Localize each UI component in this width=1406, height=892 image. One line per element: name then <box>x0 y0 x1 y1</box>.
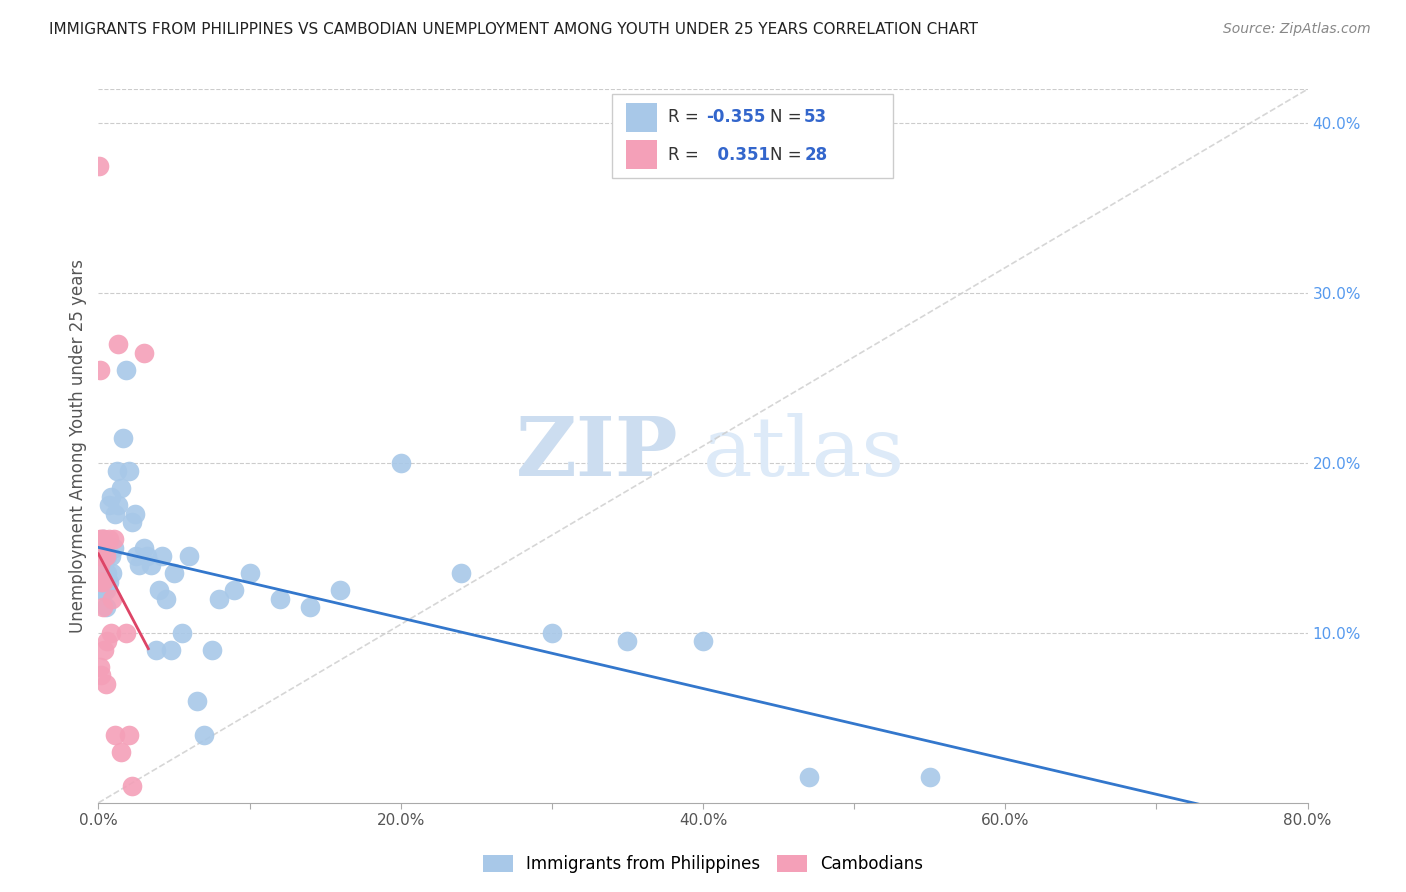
Point <box>150 549 173 564</box>
Point <box>103 533 125 547</box>
Point <box>170 626 193 640</box>
Point <box>540 626 562 640</box>
Point <box>239 566 262 581</box>
Text: 28: 28 <box>804 145 827 163</box>
Point <box>124 507 146 521</box>
Point <box>186 694 208 708</box>
Point <box>96 634 118 648</box>
Text: atlas: atlas <box>703 413 905 493</box>
Point <box>104 507 127 521</box>
Point <box>193 728 215 742</box>
Text: R =: R = <box>668 145 704 163</box>
Point <box>90 549 112 564</box>
Point <box>98 499 121 513</box>
Text: IMMIGRANTS FROM PHILIPPINES VS CAMBODIAN UNEMPLOYMENT AMONG YOUTH UNDER 25 YEARS: IMMIGRANTS FROM PHILIPPINES VS CAMBODIAN… <box>49 22 979 37</box>
Point <box>90 583 112 598</box>
Point <box>89 660 111 674</box>
Y-axis label: Unemployment Among Youth under 25 years: Unemployment Among Youth under 25 years <box>69 259 87 633</box>
Point <box>125 549 148 564</box>
Point <box>100 490 122 504</box>
Point <box>90 668 112 682</box>
Point <box>91 533 114 547</box>
Point <box>91 583 114 598</box>
Point <box>148 583 170 598</box>
Point <box>797 770 820 784</box>
Point <box>100 549 122 564</box>
Text: N =: N = <box>770 145 807 163</box>
Point <box>450 566 472 581</box>
Point <box>118 728 141 742</box>
Text: R =: R = <box>668 109 704 127</box>
Point <box>329 583 352 598</box>
Point <box>90 574 112 589</box>
Point <box>299 600 322 615</box>
Point <box>114 362 136 376</box>
Point <box>91 600 114 615</box>
Point <box>389 456 412 470</box>
Point <box>90 533 112 547</box>
Point <box>201 643 224 657</box>
Point <box>89 566 111 581</box>
Legend: Immigrants from Philippines, Cambodians: Immigrants from Philippines, Cambodians <box>477 848 929 880</box>
Point <box>110 745 132 759</box>
Point <box>100 626 122 640</box>
Point <box>135 549 157 564</box>
Point <box>918 770 941 784</box>
Point <box>141 558 163 572</box>
Point <box>107 337 129 351</box>
Point <box>93 549 115 564</box>
Point <box>121 516 143 530</box>
Point <box>91 533 114 547</box>
Point <box>118 465 141 479</box>
Point <box>132 541 155 555</box>
Point <box>93 643 115 657</box>
Point <box>96 549 118 564</box>
Point <box>103 541 125 555</box>
Point <box>89 362 111 376</box>
Point <box>89 558 111 572</box>
Point <box>93 533 115 547</box>
Point <box>160 643 183 657</box>
Point <box>114 626 136 640</box>
Point <box>101 591 124 606</box>
Point <box>105 465 128 479</box>
Point <box>145 643 167 657</box>
Point <box>128 558 150 572</box>
Text: Source: ZipAtlas.com: Source: ZipAtlas.com <box>1223 22 1371 37</box>
Point <box>692 634 714 648</box>
Point <box>107 499 129 513</box>
Text: ZIP: ZIP <box>516 413 679 493</box>
Point <box>104 728 127 742</box>
Point <box>155 591 177 606</box>
Point <box>121 779 143 793</box>
Point <box>269 591 291 606</box>
Point <box>94 600 117 615</box>
Point <box>616 634 638 648</box>
Text: 0.351: 0.351 <box>706 145 770 163</box>
Point <box>98 574 121 589</box>
Point <box>110 482 132 496</box>
Text: -0.355: -0.355 <box>706 109 765 127</box>
Point <box>163 566 186 581</box>
Point <box>96 566 118 581</box>
Point <box>89 533 111 547</box>
Point <box>94 677 117 691</box>
Text: 53: 53 <box>804 109 827 127</box>
Point <box>94 549 117 564</box>
Point <box>101 566 124 581</box>
Point <box>91 574 114 589</box>
Point <box>94 583 117 598</box>
Point <box>132 345 155 359</box>
Point <box>208 591 231 606</box>
Point <box>179 549 201 564</box>
Point <box>111 430 134 444</box>
Text: N =: N = <box>770 109 807 127</box>
Point <box>224 583 246 598</box>
Point <box>89 159 111 173</box>
Point <box>98 533 121 547</box>
